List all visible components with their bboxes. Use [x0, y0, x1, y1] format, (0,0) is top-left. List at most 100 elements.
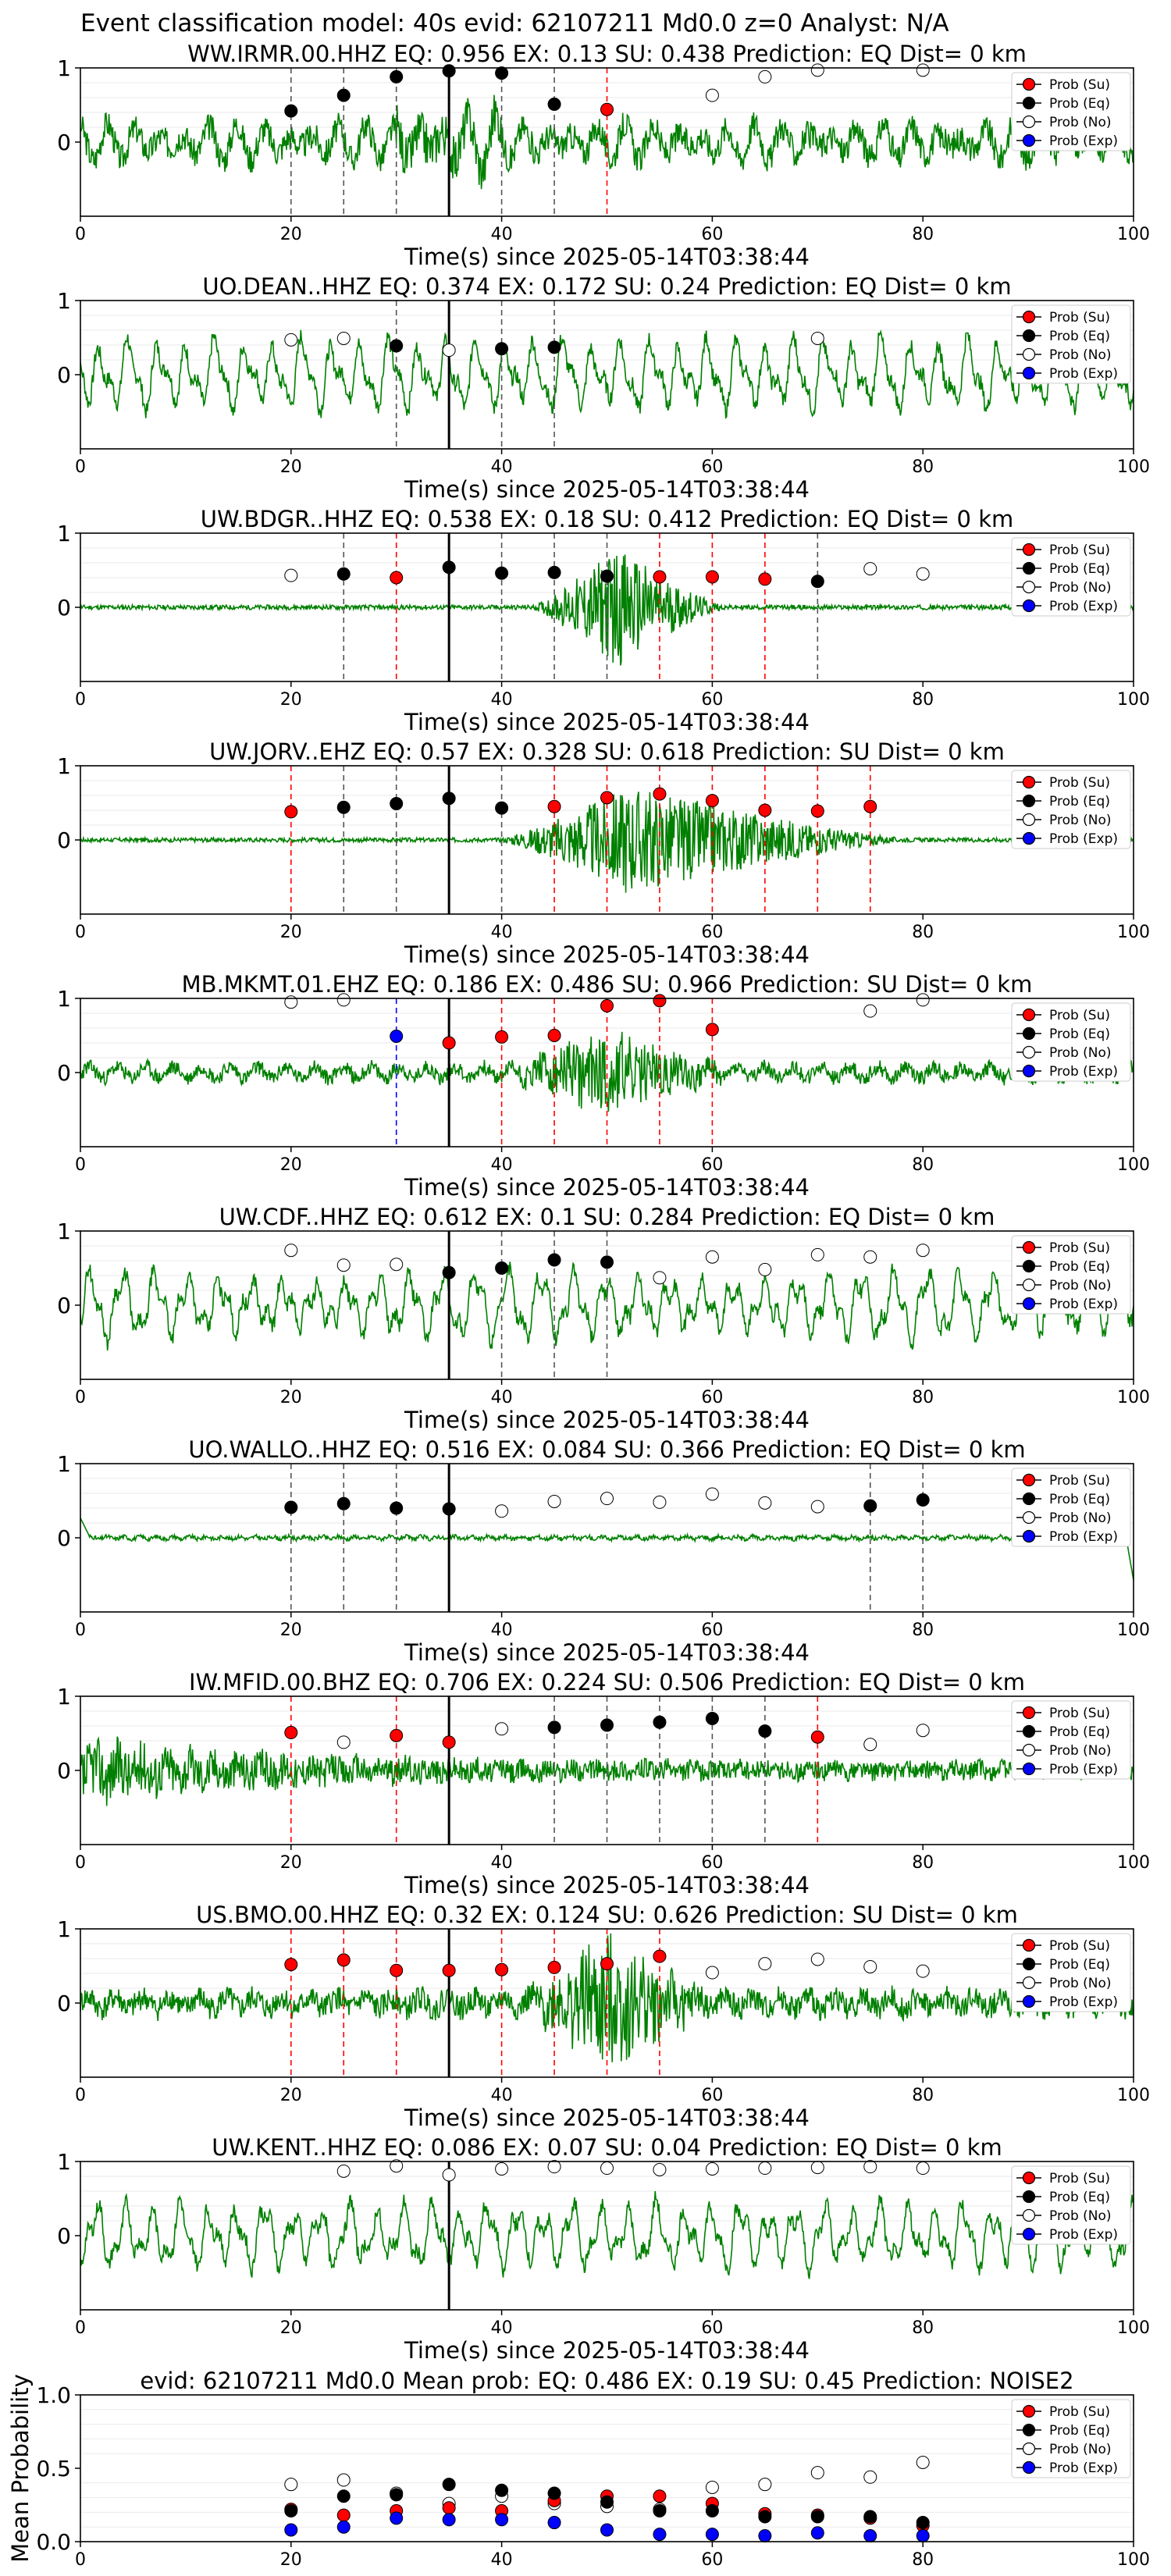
x-tick-label: 0 [75, 457, 86, 477]
prob-marker-su [705, 1023, 719, 1037]
mean-marker-no [810, 2466, 824, 2480]
legend-label-su: Prob (Su) [1049, 543, 1110, 558]
prob-marker-no [284, 995, 298, 1009]
x-tick-label: 20 [280, 1621, 302, 1640]
mean-marker-eq [653, 2504, 667, 2518]
y-tick-label: 0.5 [36, 2456, 71, 2482]
prob-marker-su [653, 994, 667, 1008]
legend-marker-exp [1022, 1297, 1036, 1311]
prob-marker-eq [495, 801, 509, 815]
panel-title: UW.KENT..HHZ EQ: 0.086 EX: 0.07 SU: 0.04… [212, 2134, 1002, 2161]
prob-marker-no [600, 1492, 614, 1506]
y-tick-label: 1 [57, 288, 71, 314]
x-tick-label: 100 [1117, 923, 1150, 942]
legend-marker-su [1022, 543, 1036, 557]
x-tick-label: 20 [280, 1155, 302, 1175]
prob-marker-no [810, 63, 824, 77]
panel-title: UO.DEAN..HHZ EQ: 0.374 EX: 0.172 SU: 0.2… [202, 273, 1011, 300]
prob-marker-no [390, 1258, 404, 1272]
legend-label-exp: Prob (Exp) [1049, 133, 1118, 149]
x-tick-label: 20 [280, 225, 302, 244]
x-tick-label: 60 [701, 457, 723, 477]
prob-marker-su [600, 102, 614, 116]
x-tick-label: 0 [75, 1155, 86, 1175]
legend-marker-eq [1022, 329, 1036, 343]
panels-container: WW.IRMR.00.HHZ EQ: 0.956 EX: 0.13 SU: 0.… [7, 41, 1150, 2570]
prob-marker-su [390, 1963, 404, 1977]
legend-marker-exp [1022, 1064, 1036, 1078]
legend-marker-exp [1022, 133, 1036, 148]
x-axis-label: Time(s) since 2025-05-14T03:38:44 [404, 476, 810, 503]
legend-label-no: Prob (No) [1049, 580, 1112, 596]
prob-marker-eq [547, 98, 561, 112]
prob-marker-no [758, 2161, 772, 2176]
panel-UO.WALLO..HHZ: UO.WALLO..HHZ EQ: 0.516 EX: 0.084 SU: 0.… [57, 1436, 1150, 1666]
legend-marker-su [1022, 1008, 1036, 1022]
prob-marker-eq [336, 800, 351, 814]
prob-marker-no [758, 69, 772, 84]
mean-marker-eq [495, 2483, 509, 2497]
legend-box [1011, 770, 1131, 849]
mean-marker-no [916, 2455, 930, 2469]
legend-label-no: Prob (No) [1049, 115, 1112, 130]
prob-marker-eq [495, 342, 509, 356]
prob-marker-su [653, 1949, 667, 1963]
axes-frame [80, 2394, 1134, 2542]
prob-marker-no [284, 568, 298, 582]
legend-marker-eq [1022, 1492, 1036, 1506]
legend-marker-su [1022, 310, 1036, 324]
x-tick-label: 60 [701, 1621, 723, 1640]
prob-marker-eq [600, 1718, 614, 1732]
panel-title: evid: 62107211 Md0.0 Mean prob: EQ: 0.48… [140, 2368, 1073, 2394]
prob-marker-eq [916, 1493, 930, 1507]
prob-marker-eq [863, 1499, 877, 1513]
x-tick-label: 80 [912, 2086, 934, 2105]
prob-marker-no [863, 562, 877, 576]
waveform-trace [80, 1517, 1134, 1581]
mean-marker-su [336, 2508, 351, 2522]
x-tick-label: 20 [280, 1853, 302, 1873]
legend-label-eq: Prob (Eq) [1049, 561, 1110, 577]
mean-marker-eq [705, 2504, 719, 2518]
x-tick-label: 100 [1117, 2318, 1150, 2338]
prob-marker-no [336, 993, 351, 1007]
legend-label-su: Prob (Su) [1049, 2171, 1110, 2186]
mean-marker-exp [916, 2528, 930, 2542]
panel-title: WW.IRMR.00.HHZ EQ: 0.956 EX: 0.13 SU: 0.… [187, 41, 1027, 67]
legend-marker-eq [1022, 794, 1036, 808]
legend-marker-no [1022, 1045, 1036, 1059]
mean-marker-eq [442, 2478, 456, 2492]
x-tick-label: 80 [912, 1621, 934, 1640]
mean-marker-exp [547, 2516, 561, 2530]
prob-marker-no [863, 1959, 877, 1973]
legend-marker-no [1022, 115, 1036, 129]
prob-marker-no [916, 1964, 930, 1978]
legend-marker-su [1022, 775, 1036, 789]
prob-marker-no [495, 2162, 509, 2176]
y-tick-label: 1 [57, 521, 71, 546]
x-tick-label: 60 [701, 690, 723, 710]
legend-label-su: Prob (Su) [1049, 775, 1110, 791]
legend-marker-eq [1022, 1259, 1036, 1273]
prob-marker-su [390, 1728, 404, 1742]
prob-marker-no [810, 1952, 824, 1966]
legend-label-no: Prob (No) [1049, 1278, 1112, 1293]
y-tick-label: 1 [57, 2149, 71, 2175]
legend-marker-exp [1022, 2460, 1036, 2475]
prob-marker-no [547, 1494, 561, 1508]
x-tick-label: 80 [912, 457, 934, 477]
y-tick-label: 1 [57, 55, 71, 81]
prob-marker-su [442, 1036, 456, 1050]
prob-marker-su [495, 1962, 509, 1976]
x-tick-label: 20 [280, 690, 302, 710]
x-tick-label: 60 [701, 2086, 723, 2105]
legend-label-no: Prob (No) [1049, 2442, 1112, 2457]
prob-marker-no [758, 1957, 772, 1971]
legend-label-exp: Prob (Exp) [1049, 1529, 1118, 1545]
x-tick-label: 100 [1117, 1388, 1150, 1407]
mean-marker-eq [284, 2504, 298, 2518]
legend-marker-su [1022, 2404, 1036, 2418]
legend-label-exp: Prob (Exp) [1049, 2227, 1118, 2243]
legend-marker-no [1022, 813, 1036, 827]
